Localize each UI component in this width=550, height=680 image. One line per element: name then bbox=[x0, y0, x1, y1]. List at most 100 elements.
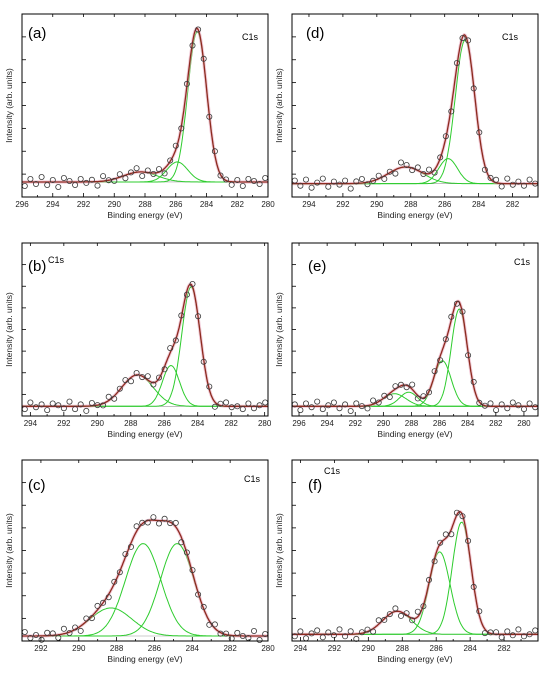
x-tick-label: 292 bbox=[34, 644, 48, 653]
x-tick-label: 286 bbox=[433, 419, 447, 428]
component-peak bbox=[292, 39, 538, 185]
data-point bbox=[403, 610, 410, 617]
y-axis-label: Intensity (arb. units) bbox=[274, 68, 284, 143]
data-point bbox=[409, 617, 416, 624]
data-point bbox=[526, 400, 533, 407]
data-point bbox=[161, 366, 168, 373]
x-tick-label: 286 bbox=[438, 200, 452, 209]
data-point bbox=[256, 637, 263, 644]
data-point bbox=[217, 630, 224, 637]
data-point bbox=[448, 531, 455, 538]
data-point bbox=[144, 373, 151, 380]
data-point bbox=[105, 393, 112, 400]
x-tick-label: 282 bbox=[231, 200, 245, 209]
chart-panel: 296 294 292 290 288 286 284 282 280 Binding energ… bbox=[274, 242, 539, 439]
data-point bbox=[319, 634, 326, 641]
x-tick-label: 290 bbox=[91, 419, 105, 428]
data-point bbox=[465, 37, 472, 44]
data-point bbox=[347, 628, 354, 635]
data-point bbox=[88, 176, 95, 183]
data-point bbox=[308, 630, 315, 637]
fit-envelope bbox=[22, 282, 268, 408]
data-point bbox=[200, 603, 207, 610]
component-peak bbox=[292, 551, 538, 635]
data-point bbox=[88, 399, 95, 406]
data-point bbox=[386, 611, 393, 618]
data-point bbox=[223, 399, 230, 406]
x-tick-label: 292 bbox=[336, 200, 350, 209]
x-tick-label: 292 bbox=[77, 200, 91, 209]
fit-curve bbox=[292, 300, 538, 407]
data-point bbox=[111, 395, 118, 402]
data-point bbox=[111, 578, 118, 585]
x-tick-label: 284 bbox=[186, 644, 200, 653]
data-point bbox=[319, 175, 326, 182]
data-point bbox=[425, 576, 432, 583]
data-point bbox=[38, 173, 45, 180]
data-point bbox=[49, 176, 56, 183]
data-point bbox=[27, 399, 34, 406]
data-point bbox=[195, 313, 202, 320]
x-tick-label: 280 bbox=[258, 419, 272, 428]
data-point bbox=[353, 400, 360, 407]
data-point bbox=[493, 629, 500, 636]
x-tick-label: 290 bbox=[370, 200, 384, 209]
panel-label: (f) bbox=[308, 477, 322, 494]
data-point bbox=[49, 400, 56, 407]
data-point bbox=[66, 630, 73, 637]
data-point bbox=[116, 569, 123, 576]
data-point bbox=[330, 178, 337, 185]
data-point bbox=[217, 172, 224, 179]
data-point bbox=[122, 551, 129, 558]
data-point bbox=[515, 178, 522, 185]
panel-label: (a) bbox=[28, 25, 46, 42]
data-point bbox=[353, 178, 360, 185]
data-point bbox=[206, 621, 213, 628]
fit-curve bbox=[292, 510, 538, 635]
core-level-label: C1s bbox=[244, 474, 261, 484]
data-point bbox=[358, 403, 365, 410]
data-point bbox=[336, 405, 343, 412]
data-point bbox=[381, 616, 388, 623]
fit-curve bbox=[22, 283, 268, 407]
data-point bbox=[397, 381, 404, 388]
data-point bbox=[133, 369, 140, 376]
data-point bbox=[211, 148, 218, 155]
data-point bbox=[88, 615, 95, 622]
data-point bbox=[386, 168, 393, 175]
x-tick-label: 288 bbox=[404, 200, 418, 209]
data-point bbox=[195, 26, 202, 33]
data-point bbox=[77, 175, 84, 182]
data-point bbox=[116, 171, 123, 178]
data-point bbox=[414, 395, 421, 402]
data-point bbox=[425, 389, 432, 396]
data-point bbox=[77, 401, 84, 408]
data-point bbox=[403, 161, 410, 168]
y-axis-label: Intensity (arb. units) bbox=[4, 513, 14, 588]
data-point bbox=[172, 519, 179, 526]
data-point bbox=[60, 405, 67, 412]
data-point bbox=[420, 603, 427, 610]
y-axis-label: Intensity (arb. units) bbox=[4, 292, 14, 367]
data-point bbox=[167, 345, 174, 352]
data-point bbox=[375, 172, 382, 179]
data-point bbox=[139, 172, 146, 179]
data-point bbox=[526, 176, 533, 183]
data-point bbox=[314, 179, 321, 186]
x-axis-label: Binding energy (eV) bbox=[377, 210, 452, 220]
data-point bbox=[397, 612, 404, 619]
x-tick-label: 286 bbox=[158, 419, 172, 428]
data-point bbox=[21, 629, 28, 636]
chart-panel: 292 290 288 286 284 282 280 Binding energy (eV)… bbox=[4, 459, 275, 664]
core-level-label: C1s bbox=[242, 32, 259, 42]
panel-label: (e) bbox=[308, 258, 326, 275]
data-point bbox=[465, 352, 472, 359]
data-point bbox=[314, 627, 321, 634]
data-point bbox=[425, 166, 432, 173]
data-point bbox=[38, 401, 45, 408]
data-point bbox=[150, 381, 157, 388]
y-axis-label: Intensity (arb. units) bbox=[4, 68, 14, 143]
data-point bbox=[308, 184, 315, 191]
data-point bbox=[504, 405, 511, 412]
